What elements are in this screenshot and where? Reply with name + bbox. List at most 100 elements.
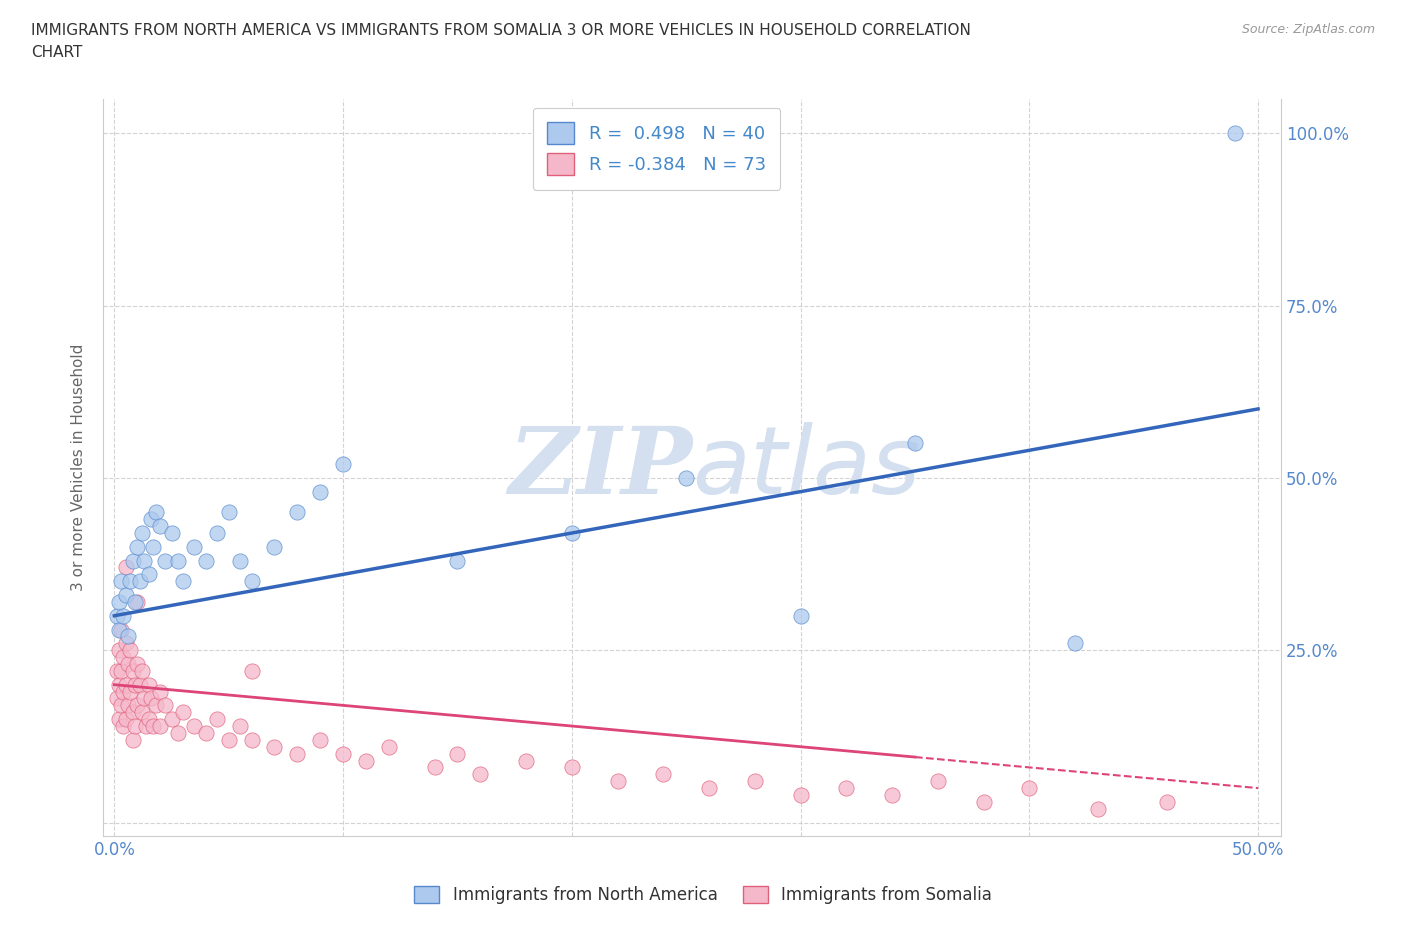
Point <box>561 525 583 540</box>
Point <box>1156 794 1178 809</box>
Point <box>263 539 285 554</box>
Point <box>108 711 131 726</box>
Point <box>149 519 172 534</box>
Point <box>124 594 146 609</box>
Text: CHART: CHART <box>31 45 83 60</box>
Point <box>131 663 153 678</box>
Point <box>1064 636 1087 651</box>
Text: Source: ZipAtlas.com: Source: ZipAtlas.com <box>1241 23 1375 36</box>
Point <box>121 733 143 748</box>
Point <box>904 436 927 451</box>
Point <box>127 594 149 609</box>
Point <box>229 719 252 734</box>
Point <box>114 560 136 575</box>
Point <box>207 525 229 540</box>
Point <box>263 739 285 754</box>
Point <box>114 711 136 726</box>
Point <box>117 657 139 671</box>
Legend: R =  0.498   N = 40, R = -0.384   N = 73: R = 0.498 N = 40, R = -0.384 N = 73 <box>533 108 780 190</box>
Point <box>105 608 128 623</box>
Point <box>183 719 205 734</box>
Point <box>240 663 263 678</box>
Point <box>515 753 537 768</box>
Point <box>132 691 155 706</box>
Point <box>112 608 135 623</box>
Point <box>120 574 142 589</box>
Point <box>120 684 142 699</box>
Point <box>218 733 240 748</box>
Point <box>285 746 308 761</box>
Point <box>789 788 811 803</box>
Point <box>110 698 132 712</box>
Point <box>124 719 146 734</box>
Point <box>207 711 229 726</box>
Point <box>172 574 194 589</box>
Point <box>153 698 176 712</box>
Point <box>160 525 183 540</box>
Point <box>108 622 131 637</box>
Point <box>332 457 354 472</box>
Point <box>112 684 135 699</box>
Point <box>145 505 167 520</box>
Point <box>167 553 190 568</box>
Point <box>285 505 308 520</box>
Point <box>149 684 172 699</box>
Point <box>172 705 194 720</box>
Point <box>167 725 190 740</box>
Point <box>117 629 139 644</box>
Point <box>218 505 240 520</box>
Point <box>332 746 354 761</box>
Point <box>131 705 153 720</box>
Point <box>446 746 468 761</box>
Point <box>606 774 628 789</box>
Point <box>112 719 135 734</box>
Point <box>1225 126 1247 140</box>
Legend: Immigrants from North America, Immigrants from Somalia: Immigrants from North America, Immigrant… <box>408 879 998 910</box>
Point <box>138 711 160 726</box>
Point <box>108 643 131 658</box>
Point <box>135 719 157 734</box>
Point <box>110 663 132 678</box>
Text: IMMIGRANTS FROM NORTH AMERICA VS IMMIGRANTS FROM SOMALIA 3 OR MORE VEHICLES IN H: IMMIGRANTS FROM NORTH AMERICA VS IMMIGRA… <box>31 23 970 38</box>
Point <box>423 760 446 775</box>
Point <box>229 553 252 568</box>
Point <box>835 780 858 795</box>
Point <box>183 539 205 554</box>
Point <box>110 622 132 637</box>
Point <box>1018 780 1040 795</box>
Point <box>194 725 217 740</box>
Point <box>652 767 675 782</box>
Point <box>110 574 132 589</box>
Point <box>927 774 949 789</box>
Point <box>105 663 128 678</box>
Point <box>114 588 136 603</box>
Point <box>117 698 139 712</box>
Text: atlas: atlas <box>692 422 920 513</box>
Point <box>675 471 697 485</box>
Point <box>309 485 332 499</box>
Point <box>309 733 332 748</box>
Point <box>132 553 155 568</box>
Point <box>744 774 766 789</box>
Point <box>114 636 136 651</box>
Point <box>378 739 401 754</box>
Point <box>145 698 167 712</box>
Point <box>108 677 131 692</box>
Point <box>697 780 720 795</box>
Point <box>973 794 995 809</box>
Point <box>121 705 143 720</box>
Point <box>194 553 217 568</box>
Point <box>354 753 377 768</box>
Point <box>121 553 143 568</box>
Point <box>160 711 183 726</box>
Point <box>112 650 135 665</box>
Point <box>138 567 160 582</box>
Point <box>240 733 263 748</box>
Point <box>128 677 150 692</box>
Point <box>142 539 165 554</box>
Point <box>128 574 150 589</box>
Point <box>127 698 149 712</box>
Point <box>121 663 143 678</box>
Point <box>240 574 263 589</box>
Text: ZIP: ZIP <box>508 422 692 512</box>
